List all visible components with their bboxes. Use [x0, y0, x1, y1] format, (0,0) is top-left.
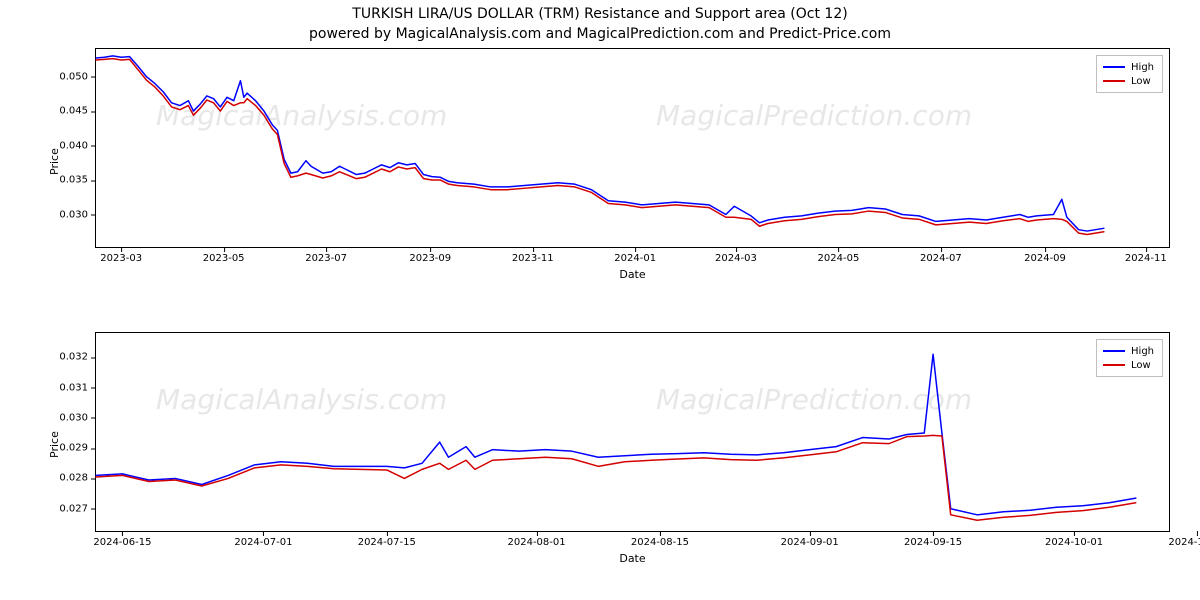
legend-swatch-high [1103, 350, 1125, 352]
ytick-label: 0.029 [59, 443, 96, 454]
xtick-label: 2024-05 [818, 247, 860, 264]
legend-swatch-low [1103, 364, 1125, 366]
ytick-label: 0.050 [59, 71, 96, 82]
legend-label-low: Low [1131, 360, 1151, 371]
xtick-label: 2024-08-15 [631, 531, 689, 548]
xtick-label: 2024-03 [715, 247, 757, 264]
legend-swatch-high [1103, 66, 1125, 68]
xtick-label: 2024-01 [614, 247, 656, 264]
bottom-chart-xlabel: Date [95, 552, 1170, 565]
top-chart-panel: MagicalAnalysis.com MagicalPrediction.co… [95, 48, 1170, 248]
ytick-label: 0.035 [59, 175, 96, 186]
xtick-label: 2024-09-15 [904, 531, 962, 548]
bottom-chart-legend: High Low [1096, 339, 1163, 377]
ytick-label: 0.045 [59, 106, 96, 117]
top-chart-ylabel: Price [48, 148, 61, 175]
legend-label-low: Low [1131, 76, 1151, 87]
xtick-label: 2024-07-01 [234, 531, 292, 548]
xtick-label: 2023-11 [512, 247, 554, 264]
legend-label-high: High [1131, 346, 1154, 357]
ytick-label: 0.040 [59, 140, 96, 151]
top-chart-xlabel: Date [95, 268, 1170, 281]
legend-item-high: High [1103, 60, 1154, 74]
xtick-label: 2023-09 [409, 247, 451, 264]
chart-title-main: TURKISH LIRA/US DOLLAR (TRM) Resistance … [0, 6, 1200, 22]
xtick-label: 2024-06-15 [93, 531, 151, 548]
ytick-label: 0.031 [59, 382, 96, 393]
xtick-label: 2024-10-01 [1045, 531, 1103, 548]
xtick-label: 2024-09-01 [781, 531, 839, 548]
top-chart-legend: High Low [1096, 55, 1163, 93]
xtick-label: 2023-07 [305, 247, 347, 264]
xtick-label: 2023-03 [100, 247, 142, 264]
xtick-label: 2024-08-01 [508, 531, 566, 548]
xtick-label: 2024-07-15 [358, 531, 416, 548]
legend-item-low: Low [1103, 74, 1154, 88]
bottom-chart-svg [96, 333, 1169, 531]
xtick-label: 2024-10-15 [1168, 531, 1200, 548]
chart-title-sub: powered by MagicalAnalysis.com and Magic… [0, 26, 1200, 42]
legend-item-low: Low [1103, 358, 1154, 372]
legend-label-high: High [1131, 62, 1154, 73]
ytick-label: 0.030 [59, 209, 96, 220]
ytick-label: 0.030 [59, 412, 96, 423]
xtick-label: 2023-05 [203, 247, 245, 264]
legend-item-high: High [1103, 344, 1154, 358]
xtick-label: 2024-07 [920, 247, 962, 264]
ytick-label: 0.032 [59, 352, 96, 363]
xtick-label: 2024-09 [1024, 247, 1066, 264]
legend-swatch-low [1103, 80, 1125, 82]
top-chart-svg [96, 49, 1169, 247]
ytick-label: 0.028 [59, 473, 96, 484]
bottom-chart-ylabel: Price [48, 431, 61, 458]
xtick-label: 2024-11 [1125, 247, 1167, 264]
bottom-chart-panel: MagicalAnalysis.com MagicalPrediction.co… [95, 332, 1170, 532]
ytick-label: 0.027 [59, 503, 96, 514]
